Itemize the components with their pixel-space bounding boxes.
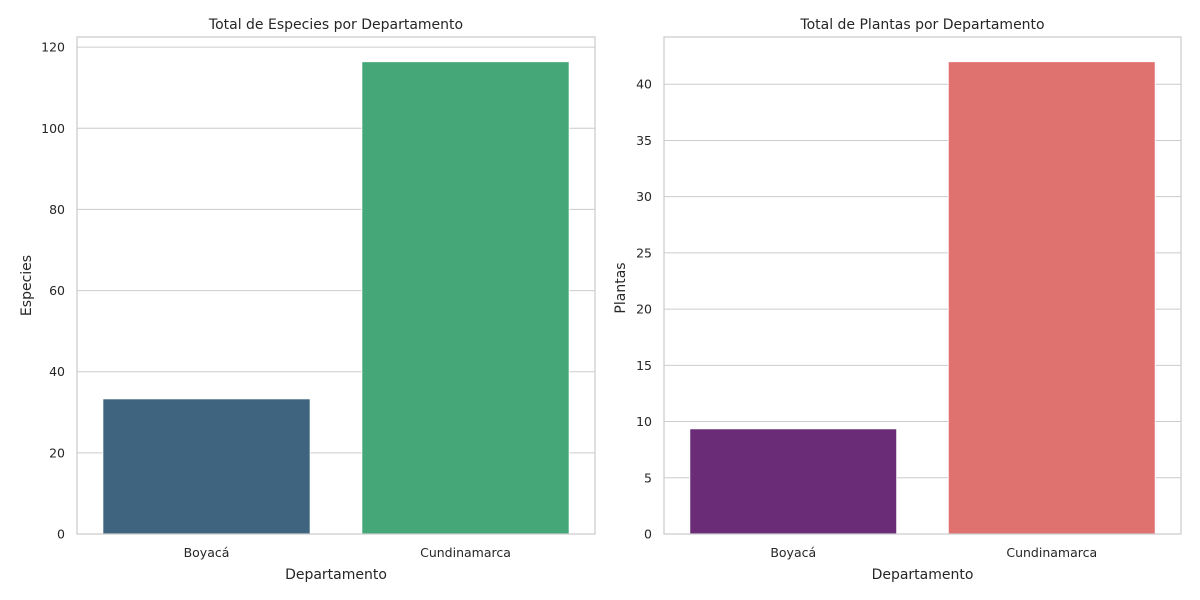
chart-title: Total de Plantas por Departamento — [799, 17, 1044, 33]
bar-1 — [361, 61, 570, 535]
y-tick-label: 0 — [644, 527, 652, 542]
y-tick-label: 35 — [636, 133, 652, 148]
x-axis-label: Departamento — [285, 567, 387, 583]
x-tick-label: Cundinamarca — [420, 545, 511, 560]
y-tick-label: 15 — [636, 358, 652, 373]
plot-frame — [663, 36, 1182, 535]
x-tick-label: Cundinamarca — [1006, 545, 1097, 560]
y-axis-label: Plantas — [613, 262, 629, 313]
y-tick-label: 60 — [49, 283, 65, 298]
y-axis-label: Especies — [19, 255, 35, 316]
y-tick-label: 30 — [636, 189, 652, 204]
bar-0 — [102, 398, 311, 535]
y-tick-label: 10 — [636, 414, 652, 429]
y-tick-label: 20 — [49, 445, 65, 460]
bar-1 — [947, 61, 1156, 535]
chart-title: Total de Especies por Departamento — [208, 17, 463, 33]
x-tick-label: Boyacá — [184, 545, 230, 560]
chart-plantas: Total de Plantas por Departamento 0 5 10 15… — [613, 17, 1182, 583]
y-tick-label: 100 — [41, 121, 65, 136]
plot-frame — [76, 36, 596, 535]
y-tick-label: 20 — [636, 302, 652, 317]
y-tick-label: 120 — [41, 40, 65, 55]
y-tick-label: 25 — [636, 245, 652, 260]
y-tick-label: 80 — [49, 202, 65, 217]
chart-especies: Total de Especies por Departamento 0 20 40… — [19, 17, 596, 583]
y-tick-label: 5 — [644, 470, 652, 485]
x-tick-label: Boyacá — [770, 545, 816, 560]
bar-0 — [689, 428, 898, 535]
y-tick-label: 0 — [57, 527, 65, 542]
x-axis-label: Departamento — [872, 567, 974, 583]
y-tick-label: 40 — [49, 364, 65, 379]
y-tick-label: 40 — [636, 77, 652, 92]
